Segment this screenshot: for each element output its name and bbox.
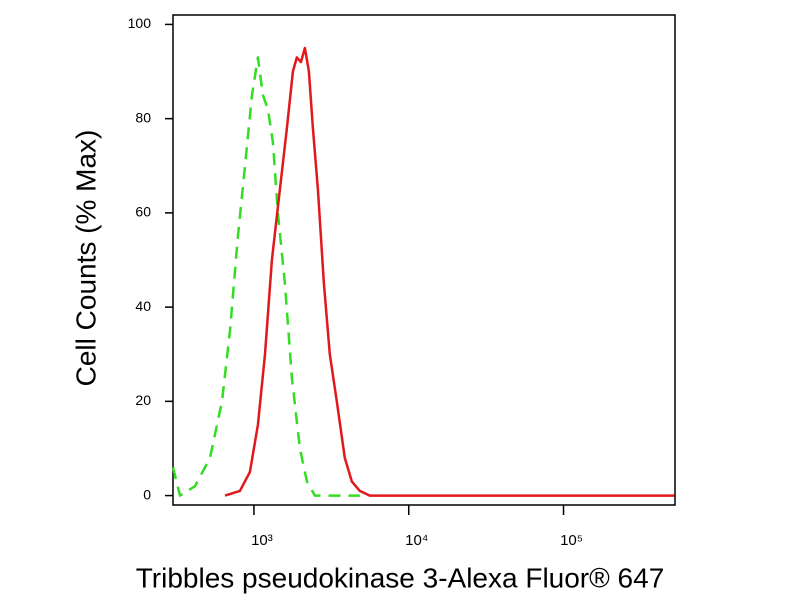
y-tick-label: 80 [135, 109, 151, 125]
y-tick-label: 0 [143, 486, 151, 502]
y-tick-label: 100 [128, 15, 152, 31]
y-axis-label: Cell Counts (% Max) [70, 130, 101, 387]
y-tick-label: 60 [135, 204, 151, 220]
x-axis-label: Tribbles pseudokinase 3-Alexa Fluor® 647 [136, 562, 665, 593]
plot-frame [172, 14, 676, 506]
x-tick-label: 10⁴ [405, 532, 428, 549]
series-line [171, 56, 360, 497]
y-tick-label: 20 [135, 392, 151, 408]
y-tick-label: 40 [135, 298, 151, 314]
series-line [224, 46, 675, 497]
x-tick-label: 10³ [251, 532, 273, 549]
x-tick-label: 10⁵ [560, 532, 583, 549]
